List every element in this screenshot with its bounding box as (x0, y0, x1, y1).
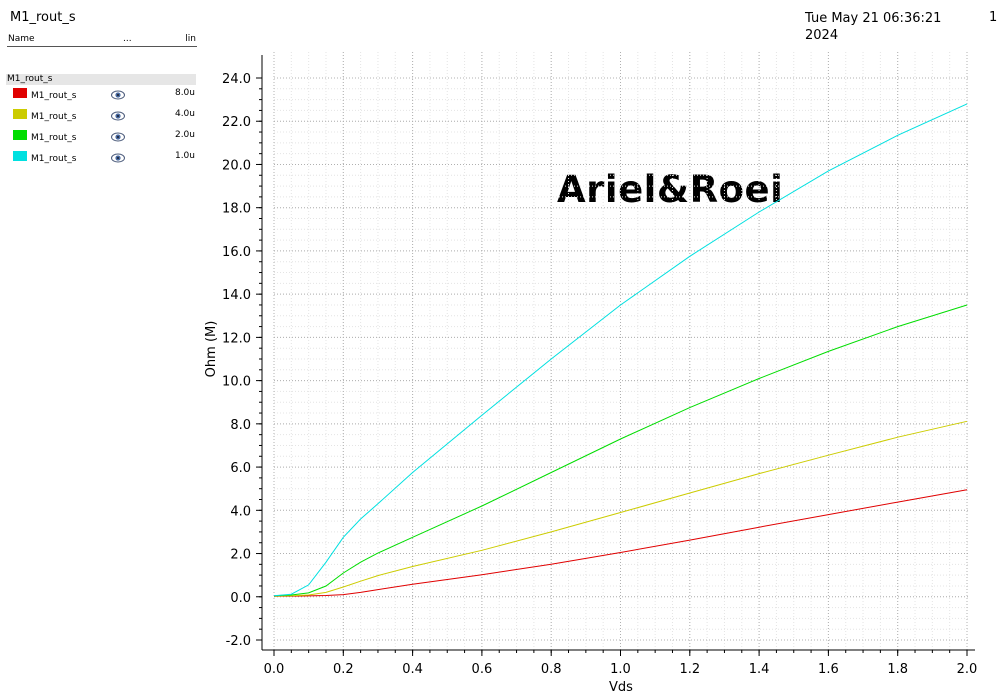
x-tick-label: 2.0 (957, 662, 978, 677)
legend-item-name: M1_rout_s (31, 133, 77, 143)
legend-item-name: M1_rout_s (31, 112, 77, 122)
legend-group-label[interactable]: M1_rout_s (6, 74, 196, 85)
series-line (273, 489, 968, 597)
legend-swatch (13, 88, 27, 98)
legend-item[interactable]: M1_rout_s 1.0u (7, 151, 197, 167)
eye-icon[interactable] (111, 153, 125, 163)
y-tick-label: 10.0 (222, 375, 251, 390)
legend-col-options[interactable]: ... (123, 34, 132, 44)
x-tick-label: 1.0 (610, 662, 631, 677)
x-tick-label: 1.8 (887, 662, 908, 677)
timestamp-year: 2024 (805, 28, 839, 43)
x-tick-label: 0.8 (541, 662, 562, 677)
legend-item[interactable]: M1_rout_s 8.0u (7, 88, 197, 104)
y-tick-label: 4.0 (230, 504, 251, 519)
chart-window-title: M1_rout_s (10, 10, 76, 25)
legend-item-value: 1.0u (174, 151, 195, 161)
legend-col-name: Name (8, 34, 35, 44)
x-axis-label: Vds (609, 680, 633, 695)
y-tick-label: 22.0 (222, 115, 251, 130)
y-tick-label: -2.0 (226, 634, 251, 649)
legend-item-name: M1_rout_s (31, 91, 77, 101)
eye-icon[interactable] (111, 111, 125, 121)
y-tick-label: 24.0 (222, 72, 251, 87)
y-tick-label: 8.0 (230, 418, 251, 433)
series-line (273, 103, 968, 597)
legend-item-value: 8.0u (174, 88, 195, 98)
series-line (273, 420, 968, 597)
x-tick-label: 0.2 (333, 662, 354, 677)
timestamp: Tue May 21 06:36:21 2024 (805, 10, 941, 44)
eye-icon[interactable] (111, 90, 125, 100)
legend-item-name: M1_rout_s (31, 154, 77, 164)
legend-swatch (13, 130, 27, 140)
legend-item-value: 4.0u (174, 109, 195, 119)
y-tick-label: 18.0 (222, 202, 251, 217)
page-number: 1 (989, 10, 998, 25)
legend-item[interactable]: M1_rout_s 2.0u (7, 130, 197, 146)
y-tick-label: 14.0 (222, 288, 251, 303)
y-tick-label: 0.0 (230, 591, 251, 606)
y-tick-label: 2.0 (230, 548, 251, 563)
x-tick-label: 0.6 (472, 662, 493, 677)
legend-item-value: 2.0u (174, 130, 195, 140)
y-tick-label: 20.0 (222, 158, 251, 173)
series-line (273, 304, 968, 597)
x-tick-label: 0.4 (402, 662, 423, 677)
legend-col-scale: lin (185, 34, 196, 44)
x-tick-label: 1.2 (679, 662, 700, 677)
eye-icon[interactable] (111, 132, 125, 142)
timestamp-time: Tue May 21 06:36:21 (805, 11, 942, 26)
x-tick-label: 1.6 (818, 662, 839, 677)
x-tick-label: 0.0 (264, 662, 285, 677)
legend-item[interactable]: M1_rout_s 4.0u (7, 109, 197, 125)
y-tick-label: 12.0 (222, 331, 251, 346)
legend-swatch (13, 151, 27, 161)
legend-header: Name ... lin (7, 33, 197, 47)
y-tick-label: 6.0 (230, 461, 251, 476)
legend-swatch (13, 109, 27, 119)
x-tick-label: 1.4 (749, 662, 770, 677)
y-axis-label: Ohm (M) (204, 321, 219, 378)
y-tick-label: 16.0 (222, 245, 251, 260)
